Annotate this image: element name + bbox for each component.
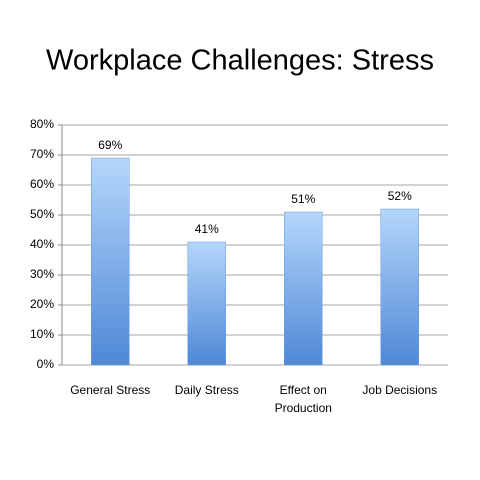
x-tick-label: Job Decisions xyxy=(362,383,438,397)
y-tick-label: 60% xyxy=(30,177,54,191)
value-label: 52% xyxy=(388,189,412,203)
y-tick-label: 80% xyxy=(30,117,54,131)
bar xyxy=(91,157,130,366)
value-label: 51% xyxy=(291,192,315,206)
x-tick-label: General Stress xyxy=(70,383,151,397)
y-tick-label: 20% xyxy=(30,297,54,311)
x-tick-label: Daily Stress xyxy=(174,383,239,397)
value-label: 41% xyxy=(195,222,219,236)
y-tick-label: 0% xyxy=(37,357,55,371)
bar xyxy=(380,208,419,366)
x-tick-label: Effect on Production xyxy=(274,383,332,415)
y-tick-label: 30% xyxy=(30,267,54,281)
value-label: 69% xyxy=(98,138,122,152)
y-tick-label: 70% xyxy=(30,147,54,161)
y-tick-label: 10% xyxy=(30,327,54,341)
bar xyxy=(187,241,226,366)
y-tick-label: 50% xyxy=(30,207,54,221)
y-tick-label: 40% xyxy=(30,237,54,251)
bar xyxy=(284,211,323,366)
chart-title: Workplace Challenges: Stress xyxy=(46,45,434,77)
